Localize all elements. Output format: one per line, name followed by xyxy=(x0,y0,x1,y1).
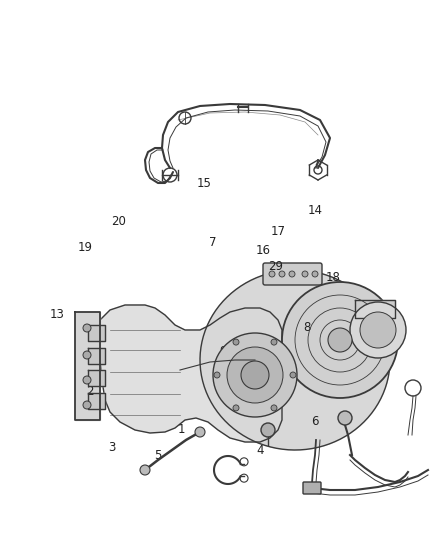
Text: 14: 14 xyxy=(308,204,323,217)
Circle shape xyxy=(83,351,91,359)
Circle shape xyxy=(214,372,220,378)
FancyBboxPatch shape xyxy=(303,482,321,494)
Polygon shape xyxy=(88,348,105,364)
Circle shape xyxy=(83,401,91,409)
Circle shape xyxy=(83,324,91,332)
Circle shape xyxy=(269,271,275,277)
Circle shape xyxy=(328,328,352,352)
Circle shape xyxy=(312,271,318,277)
Polygon shape xyxy=(100,305,282,442)
Text: 2: 2 xyxy=(86,385,94,398)
Text: 9: 9 xyxy=(219,345,227,358)
Polygon shape xyxy=(88,370,105,386)
Text: 6: 6 xyxy=(311,415,319,427)
Circle shape xyxy=(195,427,205,437)
Text: 16: 16 xyxy=(255,244,270,257)
FancyBboxPatch shape xyxy=(263,263,322,285)
Circle shape xyxy=(233,339,239,345)
Polygon shape xyxy=(75,312,100,420)
Circle shape xyxy=(241,361,269,389)
Circle shape xyxy=(213,333,297,417)
Text: 8: 8 xyxy=(303,321,310,334)
Text: 29: 29 xyxy=(268,260,283,273)
Circle shape xyxy=(227,347,283,403)
Text: 1: 1 xyxy=(178,423,186,435)
Circle shape xyxy=(290,372,296,378)
Text: 18: 18 xyxy=(325,271,340,284)
Circle shape xyxy=(338,411,352,425)
Polygon shape xyxy=(88,325,105,341)
Circle shape xyxy=(279,271,285,277)
Polygon shape xyxy=(355,300,395,318)
Text: 7: 7 xyxy=(208,236,216,249)
Text: 15: 15 xyxy=(196,177,211,190)
Circle shape xyxy=(261,423,275,437)
Circle shape xyxy=(271,405,277,411)
Circle shape xyxy=(140,465,150,475)
Text: 17: 17 xyxy=(271,225,286,238)
Circle shape xyxy=(350,302,406,358)
Circle shape xyxy=(289,271,295,277)
Circle shape xyxy=(282,282,398,398)
Circle shape xyxy=(302,271,308,277)
Text: 3: 3 xyxy=(108,441,115,454)
Polygon shape xyxy=(88,393,105,409)
Text: 19: 19 xyxy=(78,241,93,254)
Circle shape xyxy=(83,376,91,384)
Text: 5: 5 xyxy=(154,449,161,462)
Circle shape xyxy=(360,312,396,348)
Circle shape xyxy=(271,339,277,345)
Text: 4: 4 xyxy=(257,444,265,457)
Text: 13: 13 xyxy=(49,308,64,321)
Text: 20: 20 xyxy=(111,215,126,228)
Polygon shape xyxy=(200,270,390,450)
Circle shape xyxy=(233,405,239,411)
